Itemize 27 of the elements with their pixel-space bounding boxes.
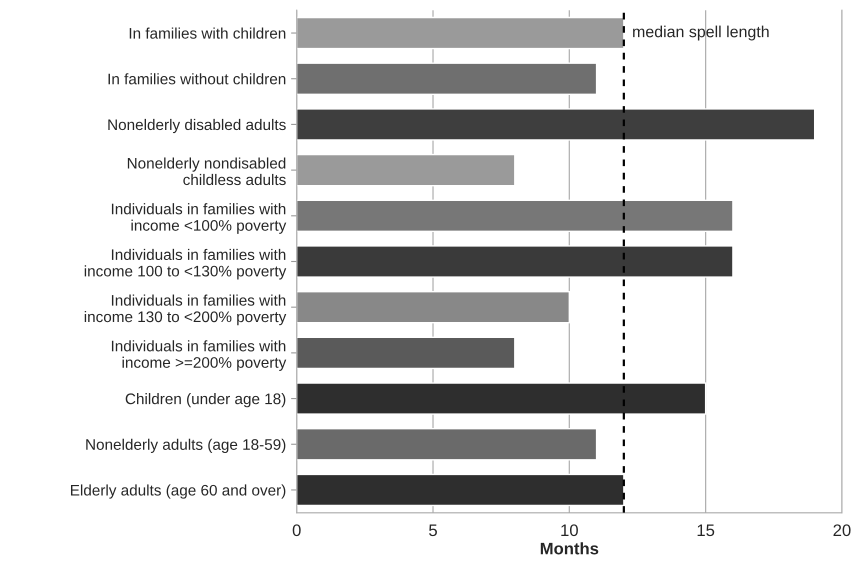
bar — [296, 290, 570, 324]
y-tick-label: Elderly adults (age 60 and over) — [70, 484, 286, 499]
y-tick-label: Nonelderly disabled adults — [108, 118, 286, 134]
y-tick-label: In families with children — [130, 28, 286, 39]
y-tick-label: Nonelderly nondisabled childless adults — [128, 157, 286, 186]
y-tick-label: Nonelderly adults (age 18-59) — [86, 438, 286, 453]
bar — [296, 428, 598, 460]
y-tick-label: In families without children — [108, 73, 286, 84]
bar — [296, 382, 706, 415]
x-tick-label: 5 — [429, 524, 437, 536]
ref-line-label: median spell length — [633, 26, 769, 40]
y-tick-label: Individuals in families with income <100% poverty — [112, 203, 286, 234]
y-tick-label: Individuals in families with income 130 to <200% poverty — [84, 294, 286, 326]
bar — [296, 245, 734, 278]
x-tick-label: 0 — [292, 524, 301, 536]
bar — [296, 200, 734, 232]
x-tick-label: 10 — [561, 524, 578, 536]
bar — [296, 336, 516, 370]
x-tick-label: 20 — [834, 524, 851, 536]
x-tick-label: 15 — [698, 524, 714, 536]
y-tick-label: Children (under age 18) — [126, 393, 286, 408]
bar — [296, 108, 816, 141]
x-axis-title: Months — [540, 542, 598, 554]
bar — [296, 474, 625, 506]
y-tick-label: Individuals in families with income >=200% poverty — [112, 340, 286, 371]
y-tick-label: Individuals in families with income 100 to <130% poverty — [84, 248, 286, 280]
bar — [296, 62, 598, 95]
